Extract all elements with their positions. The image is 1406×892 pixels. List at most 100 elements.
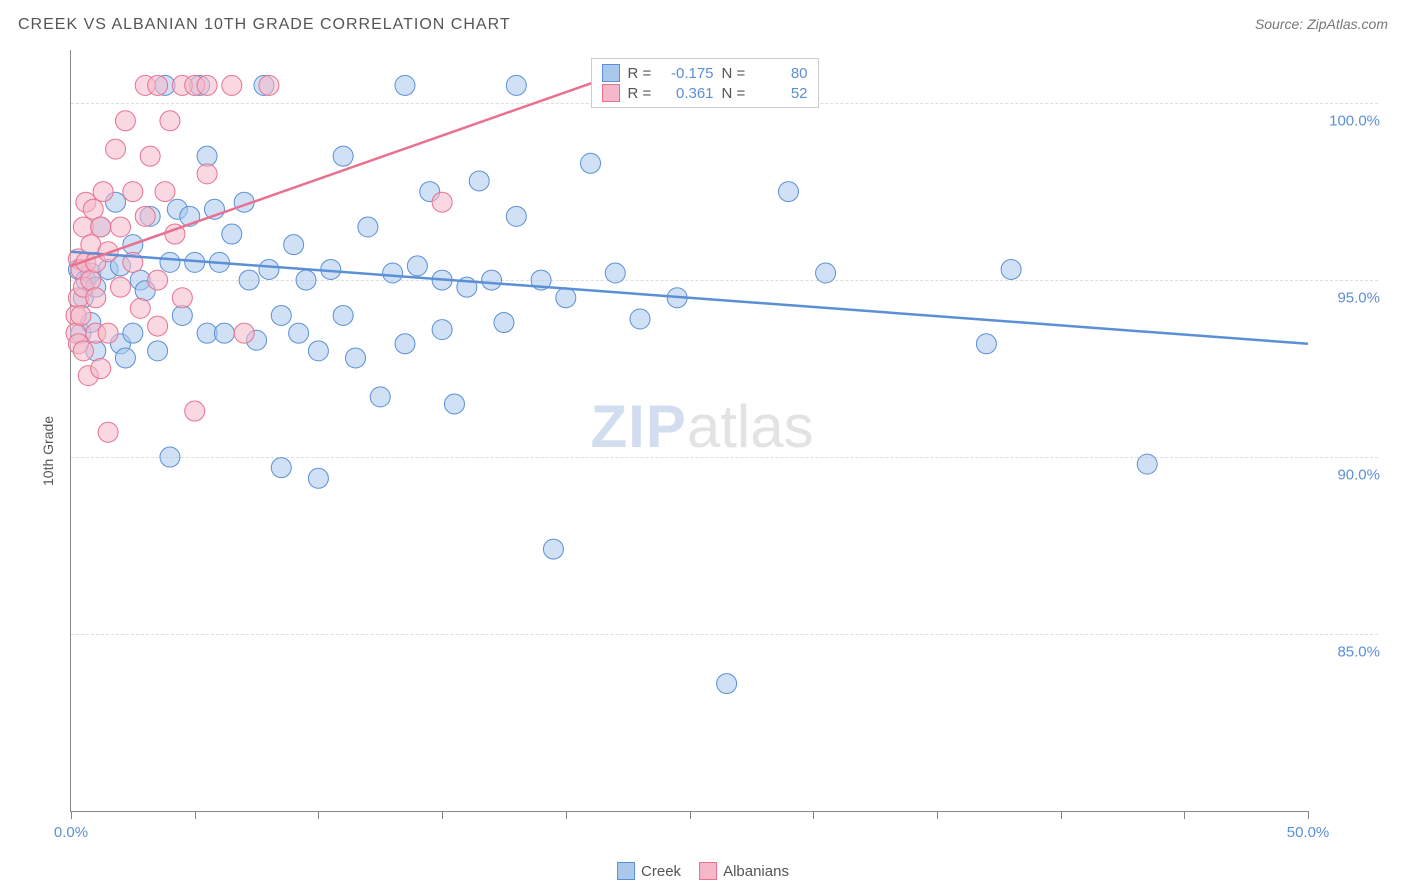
data-point: [308, 341, 328, 361]
y-tick-label: 85.0%: [1320, 644, 1380, 661]
data-point: [234, 323, 254, 343]
data-point: [160, 111, 180, 131]
x-tick: [195, 811, 196, 819]
data-point: [370, 387, 390, 407]
y-tick-label: 100.0%: [1320, 113, 1380, 130]
data-point: [197, 164, 217, 184]
legend-label: Creek: [641, 863, 681, 880]
data-point: [148, 341, 168, 361]
data-point: [482, 270, 502, 290]
legend-n-value: 80: [758, 65, 808, 82]
data-point: [115, 111, 135, 131]
data-point: [346, 348, 366, 368]
data-point: [395, 75, 415, 95]
data-point: [81, 270, 101, 290]
data-point: [135, 206, 155, 226]
x-tick: [1061, 811, 1062, 819]
trend-line: [71, 75, 615, 266]
data-point: [214, 323, 234, 343]
correlation-legend: R = -0.175 N = 80 R = 0.361 N = 52: [591, 58, 819, 108]
data-point: [148, 270, 168, 290]
data-point: [296, 270, 316, 290]
legend-n-label: N =: [722, 65, 750, 82]
x-tick-label: 0.0%: [54, 824, 88, 841]
data-point: [816, 263, 836, 283]
data-point: [333, 305, 353, 325]
x-tick-label: 50.0%: [1287, 824, 1330, 841]
data-point: [239, 270, 259, 290]
legend-item: Albanians: [699, 862, 789, 880]
chart-area: 10th Grade ZIPatlas R =-0.175N =80R =0.3…: [50, 50, 1388, 842]
data-point: [1137, 454, 1157, 474]
data-point: [71, 305, 91, 325]
data-point: [155, 182, 175, 202]
data-point: [98, 422, 118, 442]
data-point: [358, 217, 378, 237]
data-point: [284, 235, 304, 255]
data-point: [172, 305, 192, 325]
data-point: [778, 182, 798, 202]
legend-r-value: 0.361: [664, 85, 714, 102]
data-point: [222, 75, 242, 95]
chart-source: Source: ZipAtlas.com: [1255, 16, 1388, 32]
data-point: [556, 288, 576, 308]
legend-n-label: N =: [722, 85, 750, 102]
legend-swatch: [699, 862, 717, 880]
data-point: [581, 153, 601, 173]
legend-swatch: [602, 64, 620, 82]
x-tick: [318, 811, 319, 819]
data-point: [308, 468, 328, 488]
legend-swatch: [602, 84, 620, 102]
data-point: [73, 341, 93, 361]
legend-r-value: -0.175: [664, 65, 714, 82]
data-point: [494, 313, 514, 333]
chart-header: CREEK VS ALBANIAN 10TH GRADE CORRELATION…: [18, 16, 1388, 34]
data-point: [717, 674, 737, 694]
legend-n-value: 52: [758, 85, 808, 102]
data-point: [197, 75, 217, 95]
data-point: [106, 139, 126, 159]
data-point: [110, 277, 130, 297]
data-point: [407, 256, 427, 276]
series-legend: Creek Albanians: [617, 862, 789, 880]
data-point: [1001, 259, 1021, 279]
data-point: [123, 323, 143, 343]
data-point: [395, 334, 415, 354]
data-point: [259, 75, 279, 95]
data-point: [86, 288, 106, 308]
data-point: [130, 298, 150, 318]
legend-item: Creek: [617, 862, 681, 880]
legend-label: Albanians: [723, 863, 789, 880]
data-point: [506, 75, 526, 95]
y-axis-label: 10th Grade: [40, 416, 56, 486]
x-tick: [690, 811, 691, 819]
data-point: [185, 401, 205, 421]
legend-r-label: R =: [628, 65, 656, 82]
data-point: [333, 146, 353, 166]
data-point: [222, 224, 242, 244]
legend-r-label: R =: [628, 85, 656, 102]
legend-row: R = 0.361 N = 52: [602, 83, 808, 103]
data-point: [93, 182, 113, 202]
data-point: [110, 217, 130, 237]
data-point: [123, 182, 143, 202]
x-tick: [566, 811, 567, 819]
data-point: [976, 334, 996, 354]
plot-region: ZIPatlas R =-0.175N =80R =0.361N =52 85.…: [70, 50, 1308, 812]
data-point: [91, 359, 111, 379]
x-tick: [1184, 811, 1185, 819]
data-point: [383, 263, 403, 283]
data-point: [98, 323, 118, 343]
chart-title: CREEK VS ALBANIAN 10TH GRADE CORRELATION…: [18, 16, 511, 34]
data-point: [197, 146, 217, 166]
data-point: [172, 288, 192, 308]
data-point: [432, 192, 452, 212]
legend-swatch: [617, 862, 635, 880]
data-point: [115, 348, 135, 368]
x-tick: [442, 811, 443, 819]
data-point: [259, 259, 279, 279]
y-tick-label: 95.0%: [1320, 290, 1380, 307]
data-point: [83, 199, 103, 219]
plot-svg: [71, 50, 1308, 811]
data-point: [630, 309, 650, 329]
